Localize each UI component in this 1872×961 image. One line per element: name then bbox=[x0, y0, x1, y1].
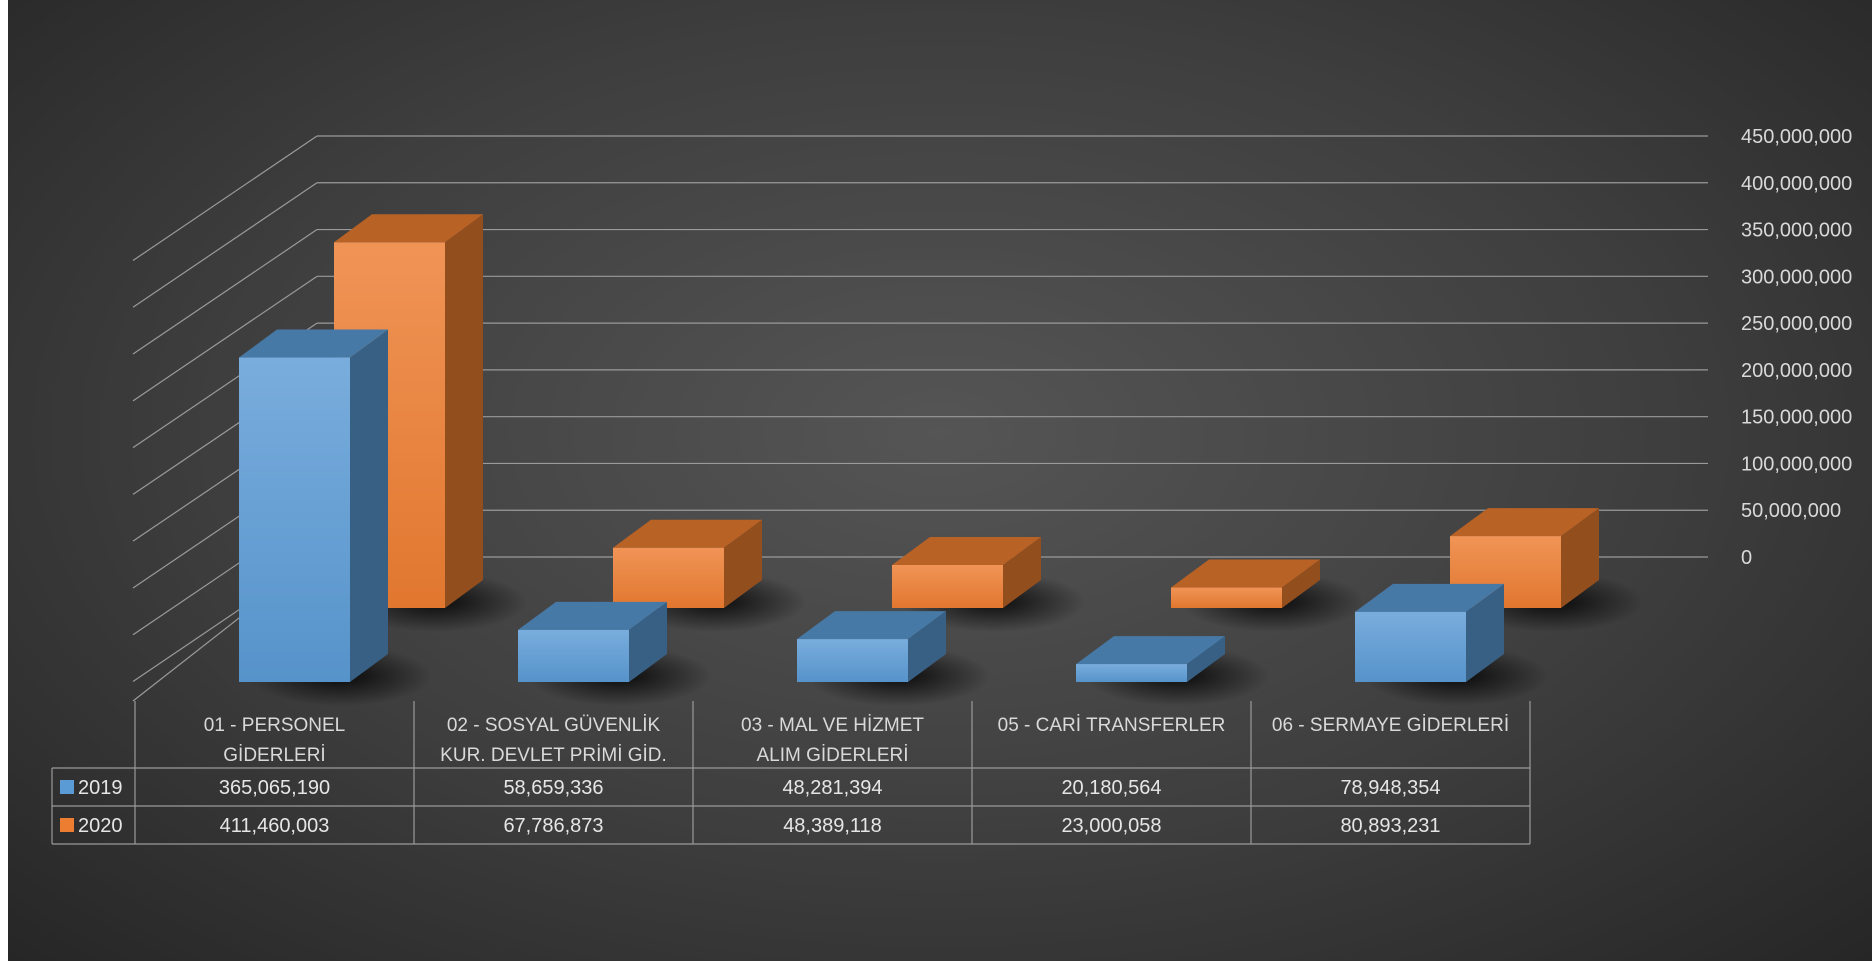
table-cell: 20,180,564 bbox=[1061, 777, 1161, 799]
category-label: 06 - SERMAYE GİDERLERİ bbox=[1272, 715, 1509, 736]
bar-2019-1-side bbox=[629, 601, 667, 682]
table-cell: 48,281,394 bbox=[782, 777, 882, 799]
category-label: 01 - PERSONEL bbox=[204, 715, 346, 736]
bar-2019-0-top bbox=[239, 329, 388, 358]
category-label: KUR. DEVLET PRİMİ GİD. bbox=[440, 745, 667, 766]
bar-2020-2-top bbox=[892, 536, 1041, 565]
side-gridline bbox=[132, 275, 318, 402]
bar-2020-2 bbox=[892, 564, 1003, 608]
bar-2020-3-top bbox=[1171, 559, 1320, 588]
bar-2019-4-top bbox=[1355, 583, 1504, 612]
side-gridline bbox=[132, 182, 318, 308]
side-gridline bbox=[132, 229, 318, 355]
bar-2020-3-side bbox=[1282, 559, 1320, 608]
y-tick-label: 0 bbox=[1741, 547, 1752, 569]
y-tick-label: 50,000,000 bbox=[1741, 500, 1841, 522]
table-cell: 48,389,118 bbox=[783, 815, 882, 837]
bar-2019-2-top bbox=[797, 611, 946, 640]
side-gridline bbox=[132, 135, 318, 261]
table-cell: 78,948,354 bbox=[1340, 777, 1440, 799]
y-tick-label: 300,000,000 bbox=[1741, 266, 1852, 288]
bar-2019-2 bbox=[797, 639, 908, 682]
table-cell: 23,000,058 bbox=[1061, 815, 1161, 837]
data-table: 01 - PERSONEL GİDERLERİ 02 - SOSYAL GÜVENL… bbox=[51, 701, 1531, 845]
bar-2019-1 bbox=[518, 629, 629, 682]
category-label: GİDERLERİ bbox=[223, 745, 325, 766]
chart-area: 0 50,000,000 100,000,000 150,000,000 200,000… bbox=[8, 0, 1872, 961]
bar-2020-3 bbox=[1171, 587, 1282, 608]
category-label: 02 - SOSYAL GÜVENLİK bbox=[447, 715, 661, 736]
bar-2019-3 bbox=[1076, 664, 1187, 682]
bar-2020-0-top bbox=[334, 214, 483, 243]
y-tick-label: 250,000,000 bbox=[1741, 313, 1852, 335]
legend-key-2019 bbox=[60, 780, 74, 794]
table-cell: 411,460,003 bbox=[220, 815, 330, 837]
table-cell: 67,786,873 bbox=[503, 815, 603, 837]
category-label: 05 - CARİ TRANSFERLER bbox=[998, 715, 1226, 736]
bar-2019-0-side bbox=[350, 329, 388, 682]
bar-2019-4 bbox=[1355, 611, 1466, 682]
bar-2020-4-side bbox=[1561, 508, 1599, 608]
y-tick-label: 150,000,000 bbox=[1741, 407, 1852, 429]
y-tick-label: 100,000,000 bbox=[1741, 453, 1852, 475]
bar-2020-1 bbox=[613, 547, 724, 608]
bar-chart-3d: 0 50,000,000 100,000,000 150,000,000 200,000… bbox=[51, 126, 1852, 845]
bar-2020-4-top bbox=[1450, 508, 1599, 537]
y-tick-label: 200,000,000 bbox=[1741, 360, 1852, 382]
bars bbox=[239, 214, 1644, 706]
bar-2020-0-side bbox=[445, 214, 483, 608]
y-tick-label: 450,000,000 bbox=[1741, 126, 1852, 148]
y-tick-label: 350,000,000 bbox=[1741, 220, 1852, 242]
legend-label: 2019 bbox=[78, 777, 123, 799]
table-cell: 80,893,231 bbox=[1340, 815, 1440, 837]
bar-2019-4-side bbox=[1466, 583, 1504, 682]
legend-label: 2020 bbox=[78, 815, 123, 837]
bar-2019-2-side bbox=[908, 611, 946, 682]
y-tick-label: 400,000,000 bbox=[1741, 173, 1852, 195]
bar-2019-1-top bbox=[518, 601, 667, 630]
table-cell: 58,659,336 bbox=[503, 777, 603, 799]
category-label: 03 - MAL VE HİZMET bbox=[741, 715, 924, 736]
table-cell: 365,065,190 bbox=[219, 777, 330, 799]
bar-2019-3-side bbox=[1187, 636, 1225, 682]
bar-2020-2-side bbox=[1003, 536, 1041, 608]
bar-2019-3-top bbox=[1076, 636, 1225, 665]
category-label: ALIM GİDERLERİ bbox=[756, 745, 908, 766]
bar-2020-1-top bbox=[613, 519, 762, 548]
gridlines: 0 50,000,000 100,000,000 150,000,000 200,000… bbox=[132, 126, 1852, 682]
bar-2019-0 bbox=[239, 357, 350, 682]
legend-key-2020 bbox=[60, 818, 74, 832]
bar-2020-1-side bbox=[724, 519, 762, 608]
